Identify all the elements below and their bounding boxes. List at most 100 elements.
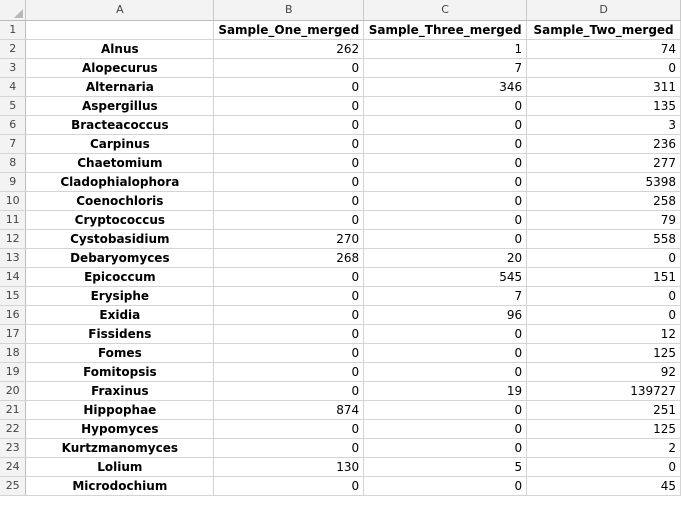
cell-genus[interactable]: Alnus	[25, 39, 215, 59]
row-header[interactable]: 11	[0, 210, 27, 230]
cell-sample-one[interactable]: 270	[213, 229, 365, 249]
cell-sample-three[interactable]: 0	[363, 96, 528, 116]
cell-sample-one[interactable]: 0	[213, 305, 365, 325]
cell-genus[interactable]: Debaryomyces	[25, 248, 215, 268]
cell-sample-two[interactable]: 125	[526, 343, 681, 363]
cell-sample-two[interactable]: 0	[526, 305, 681, 325]
cell-genus[interactable]: Fissidens	[25, 324, 215, 344]
cell-genus[interactable]: Erysiphe	[25, 286, 215, 306]
cell-sample-one[interactable]: 0	[213, 191, 365, 211]
cell-header-a[interactable]	[25, 20, 215, 40]
cell-sample-two[interactable]: 311	[526, 77, 681, 97]
cell-genus[interactable]: Lolium	[25, 457, 215, 477]
cell-sample-three[interactable]: 7	[363, 286, 528, 306]
cell-sample-one[interactable]: 0	[213, 362, 365, 382]
column-header-b[interactable]: B	[213, 0, 365, 21]
cell-sample-three[interactable]: 5	[363, 457, 528, 477]
cell-sample-two[interactable]: 3	[526, 115, 681, 135]
row-header[interactable]: 21	[0, 400, 27, 420]
cell-sample-one[interactable]: 0	[213, 476, 365, 496]
cell-sample-two[interactable]: 0	[526, 58, 681, 78]
cell-sample-two[interactable]: 12	[526, 324, 681, 344]
cell-genus[interactable]: Aspergillus	[25, 96, 215, 116]
cell-sample-three[interactable]: 7	[363, 58, 528, 78]
row-header[interactable]: 20	[0, 381, 27, 401]
row-header[interactable]: 19	[0, 362, 27, 382]
cell-sample-three[interactable]: 0	[363, 210, 528, 230]
cell-sample-one[interactable]: 130	[213, 457, 365, 477]
row-header[interactable]: 5	[0, 96, 27, 116]
cell-sample-three[interactable]: 545	[363, 267, 528, 287]
cell-sample-three[interactable]: 0	[363, 115, 528, 135]
cell-sample-two[interactable]: 151	[526, 267, 681, 287]
cell-genus[interactable]: Hypomyces	[25, 419, 215, 439]
row-header[interactable]: 6	[0, 115, 27, 135]
cell-sample-three[interactable]: 346	[363, 77, 528, 97]
row-header[interactable]: 12	[0, 229, 27, 249]
cell-genus[interactable]: Exidia	[25, 305, 215, 325]
cell-genus[interactable]: Cladophialophora	[25, 172, 215, 192]
row-header[interactable]: 1	[0, 20, 27, 40]
cell-sample-three[interactable]: 19	[363, 381, 528, 401]
row-header[interactable]: 8	[0, 153, 27, 173]
row-header[interactable]: 24	[0, 457, 27, 477]
cell-sample-two[interactable]: 135	[526, 96, 681, 116]
cell-sample-two[interactable]: 236	[526, 134, 681, 154]
cell-sample-one[interactable]: 0	[213, 115, 365, 135]
cell-genus[interactable]: Cystobasidium	[25, 229, 215, 249]
cell-sample-one[interactable]: 0	[213, 286, 365, 306]
cell-sample-two[interactable]: 0	[526, 286, 681, 306]
cell-sample-two[interactable]: 277	[526, 153, 681, 173]
cell-sample-two[interactable]: 558	[526, 229, 681, 249]
row-header[interactable]: 15	[0, 286, 27, 306]
cell-genus[interactable]: Fraxinus	[25, 381, 215, 401]
cell-genus[interactable]: Coenochloris	[25, 191, 215, 211]
select-all-corner[interactable]	[0, 0, 27, 21]
cell-sample-three[interactable]: 1	[363, 39, 528, 59]
cell-genus[interactable]: Epicoccum	[25, 267, 215, 287]
cell-sample-three[interactable]: 0	[363, 343, 528, 363]
cell-sample-three[interactable]: 96	[363, 305, 528, 325]
row-header[interactable]: 14	[0, 267, 27, 287]
cell-sample-three[interactable]: 0	[363, 172, 528, 192]
cell-sample-one[interactable]: 0	[213, 419, 365, 439]
cell-sample-two[interactable]: 92	[526, 362, 681, 382]
cell-sample-two[interactable]: 139727	[526, 381, 681, 401]
row-header[interactable]: 9	[0, 172, 27, 192]
cell-sample-three[interactable]: 20	[363, 248, 528, 268]
row-header[interactable]: 16	[0, 305, 27, 325]
cell-genus[interactable]: Fomes	[25, 343, 215, 363]
cell-genus[interactable]: Carpinus	[25, 134, 215, 154]
row-header[interactable]: 23	[0, 438, 27, 458]
column-header-a[interactable]: A	[25, 0, 215, 21]
row-header[interactable]: 10	[0, 191, 27, 211]
row-header[interactable]: 25	[0, 476, 27, 496]
row-header[interactable]: 3	[0, 58, 27, 78]
cell-sample-two[interactable]: 0	[526, 248, 681, 268]
cell-sample-three[interactable]: 0	[363, 229, 528, 249]
cell-sample-two[interactable]: 2	[526, 438, 681, 458]
cell-sample-three[interactable]: 0	[363, 476, 528, 496]
cell-sample-two[interactable]: 125	[526, 419, 681, 439]
row-header[interactable]: 4	[0, 77, 27, 97]
cell-sample-one[interactable]: 0	[213, 172, 365, 192]
cell-sample-three[interactable]: 0	[363, 134, 528, 154]
column-header-d[interactable]: D	[526, 0, 681, 21]
row-header[interactable]: 22	[0, 419, 27, 439]
cell-sample-one[interactable]: 0	[213, 381, 365, 401]
cell-genus[interactable]: Cryptococcus	[25, 210, 215, 230]
cell-sample-two[interactable]: 251	[526, 400, 681, 420]
cell-sample-three[interactable]: 0	[363, 419, 528, 439]
cell-genus[interactable]: Alopecurus	[25, 58, 215, 78]
cell-sample-one[interactable]: 0	[213, 438, 365, 458]
cell-sample-three[interactable]: 0	[363, 400, 528, 420]
cell-header-sample-three[interactable]: Sample_Three_merged	[363, 20, 528, 40]
cell-genus[interactable]: Alternaria	[25, 77, 215, 97]
cell-genus[interactable]: Fomitopsis	[25, 362, 215, 382]
row-header[interactable]: 2	[0, 39, 27, 59]
cell-sample-three[interactable]: 0	[363, 191, 528, 211]
cell-genus[interactable]: Hippophae	[25, 400, 215, 420]
cell-sample-two[interactable]: 258	[526, 191, 681, 211]
cell-sample-one[interactable]: 0	[213, 58, 365, 78]
cell-sample-one[interactable]: 262	[213, 39, 365, 59]
